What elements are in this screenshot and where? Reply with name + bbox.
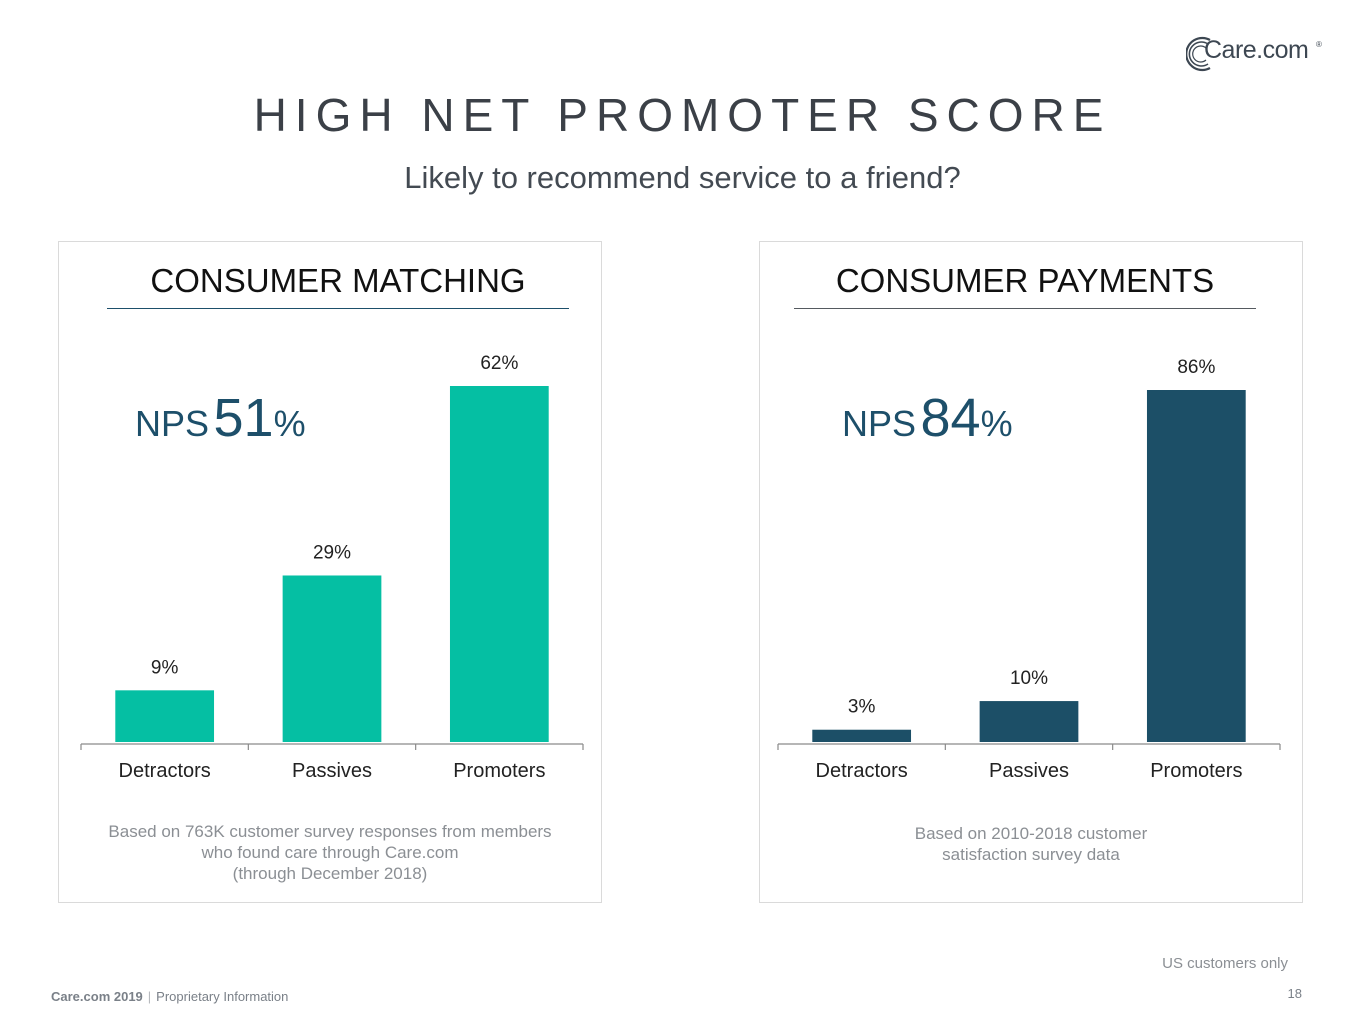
data-label: 9% <box>151 657 179 678</box>
data-label: 86% <box>1177 357 1215 378</box>
category-label: Passives <box>989 760 1069 782</box>
nps-percent-sign: % <box>980 403 1013 444</box>
note-line: (through December 2018) <box>232 864 428 883</box>
data-label: 3% <box>848 697 876 718</box>
category-label: Promoters <box>453 760 545 782</box>
care-com-logo: Care.com ® <box>1186 32 1326 76</box>
panel-title: CONSUMER MATCHING <box>150 262 526 299</box>
logo-text: Care.com <box>1204 36 1309 64</box>
note-line: Based on 2010-2018 customer <box>914 824 1148 843</box>
footer: Care.com 2019 | Proprietary Information <box>51 989 288 1004</box>
page-title: HIGH NET PROMOTER SCORE <box>253 89 1112 141</box>
consumer-payments-panel: CONSUMER PAYMENTS NPS 84% 3% Detractors 10… <box>759 241 1303 903</box>
footer-brand: Care.com 2019 <box>51 989 143 1004</box>
bar-detractors <box>115 690 215 742</box>
note-line: who found care through Care.com <box>201 843 459 862</box>
note-line: satisfaction survey data <box>942 845 1120 864</box>
footer-separator: | <box>147 989 152 1004</box>
nps-label: NPS <box>135 403 210 444</box>
page-number: 18 <box>1287 986 1302 1001</box>
us-customers-footnote: US customers only <box>1162 955 1288 972</box>
nps-value: 84 <box>920 388 981 448</box>
nps-value: 51 <box>213 388 274 448</box>
data-label: 29% <box>313 542 351 563</box>
bar-promoters <box>1146 390 1246 742</box>
logo-swirl-icon <box>1186 36 1211 72</box>
panel-title-underline <box>107 308 569 309</box>
panel-footnote: Based on 763K customer survey responses … <box>59 821 601 884</box>
logo-registered-mark: ® <box>1316 40 1322 49</box>
bar-passives <box>979 701 1079 742</box>
panel-title-underline <box>794 308 1256 309</box>
nps-score: NPS 84% <box>842 387 1013 449</box>
bar-detractors <box>812 729 912 742</box>
consumer-matching-bar-chart: 9% Detractors 29% Passives 62% Promoters <box>80 353 584 782</box>
page-subtitle: Likely to recommend service to a friend? <box>404 160 961 195</box>
category-label: Promoters <box>1150 760 1242 782</box>
data-label: 10% <box>1010 668 1048 689</box>
category-label: Detractors <box>119 760 211 782</box>
bar-passives <box>282 575 382 742</box>
panel-footnote: Based on 2010-2018 customer satisfaction… <box>760 823 1302 865</box>
nps-percent-sign: % <box>273 403 306 444</box>
category-label: Detractors <box>816 760 908 782</box>
bar-promoters <box>449 386 549 742</box>
category-label: Passives <box>292 760 372 782</box>
consumer-payments-bar-chart: 3% Detractors 10% Passives 86% Promoters <box>777 357 1281 782</box>
nps-score: NPS 51% <box>135 387 306 449</box>
panel-title: CONSUMER PAYMENTS <box>835 262 1215 299</box>
data-label: 62% <box>480 353 518 374</box>
note-line: Based on 763K customer survey responses … <box>108 822 552 841</box>
nps-label: NPS <box>842 403 917 444</box>
footer-text: Proprietary Information <box>156 989 289 1004</box>
consumer-matching-panel: CONSUMER MATCHING NPS 51% 9% Detractors 29… <box>58 241 602 903</box>
